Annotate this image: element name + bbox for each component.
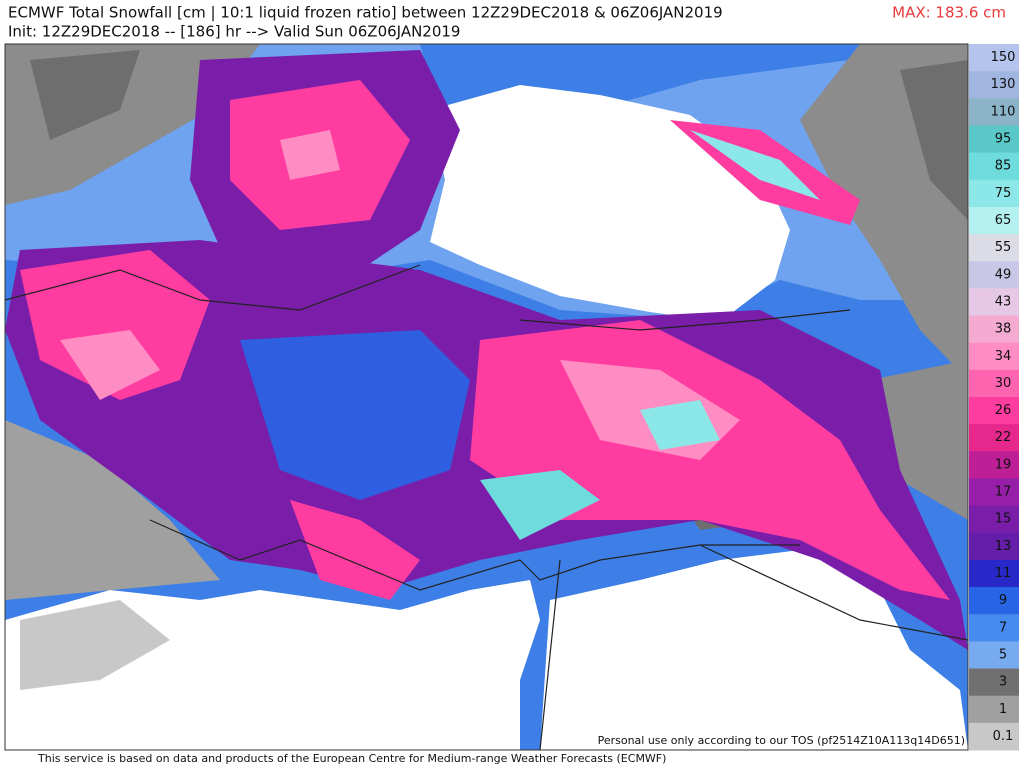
- legend-swatch: [969, 369, 1019, 398]
- map-subtitle: Init: 12Z29DEC2018 -- [186] hr --> Valid…: [8, 23, 460, 41]
- legend-swatch: [969, 152, 1019, 181]
- legend-label: 11: [995, 566, 1012, 581]
- legend-swatch: [969, 98, 1019, 126]
- legend-label: 43: [995, 294, 1012, 309]
- legend-label: 75: [995, 186, 1012, 201]
- legend-label: 34: [995, 349, 1012, 364]
- legend-swatch: [969, 44, 1019, 72]
- legend-label: 17: [995, 485, 1012, 500]
- legend-swatch: [969, 288, 1019, 317]
- legend-swatch: [969, 206, 1019, 235]
- legend-label: 130: [991, 77, 1016, 92]
- legend-swatch: [969, 695, 1019, 724]
- legend-label: 26: [995, 403, 1012, 418]
- legend-swatch: [969, 614, 1019, 642]
- legend-swatch: [969, 641, 1019, 670]
- legend-swatch: [969, 505, 1019, 534]
- legend-label: 9: [999, 593, 1007, 608]
- color-legend: 1501301109585756555494338343026221917151…: [969, 44, 1019, 751]
- legend-label: 65: [995, 213, 1012, 228]
- legend-label: 55: [995, 240, 1012, 255]
- legend-swatch: [969, 234, 1019, 262]
- legend-label: 13: [995, 539, 1012, 554]
- tos-watermark: Personal use only according to our TOS (…: [598, 734, 965, 747]
- legend-swatch: [969, 397, 1019, 425]
- map: Personal use only according to our TOS (…: [4, 43, 969, 751]
- legend-label: 22: [995, 430, 1012, 445]
- max-value: MAX: 183.6 cm: [892, 4, 1006, 22]
- legend-label: 30: [995, 376, 1012, 391]
- legend-label: 0.1: [993, 729, 1014, 744]
- legend-swatch: [969, 587, 1019, 615]
- legend-label: 49: [995, 267, 1012, 282]
- legend-label: 7: [999, 620, 1007, 635]
- legend-label: 150: [991, 50, 1016, 65]
- legend-label: 38: [995, 322, 1012, 337]
- legend-label: 5: [999, 647, 1007, 662]
- legend-swatch: [969, 315, 1019, 344]
- legend-label: 3: [999, 675, 1007, 690]
- legend-swatch: [969, 125, 1019, 154]
- map-title: ECMWF Total Snowfall [cm | 10:1 liquid f…: [8, 4, 723, 22]
- legend-swatch: [969, 424, 1019, 452]
- legend-swatch: [969, 451, 1019, 479]
- legend-swatch: [969, 559, 1019, 588]
- legend-label: 19: [995, 457, 1012, 472]
- legend-swatch: [969, 532, 1019, 561]
- legend-swatch: [969, 261, 1019, 289]
- legend-swatch: [969, 179, 1019, 208]
- legend-swatch: [969, 668, 1019, 697]
- footer-credit: This service is based on data and produc…: [37, 752, 666, 765]
- legend-label: 1: [999, 702, 1007, 717]
- legend-label: 95: [995, 132, 1012, 147]
- legend-label: 85: [995, 159, 1012, 174]
- legend-label: 15: [995, 512, 1012, 527]
- legend-label: 110: [991, 104, 1016, 119]
- legend-swatch: [969, 71, 1019, 99]
- legend-swatch: [969, 342, 1019, 371]
- legend-swatch: [969, 478, 1019, 507]
- legend-swatch: [969, 722, 1019, 751]
